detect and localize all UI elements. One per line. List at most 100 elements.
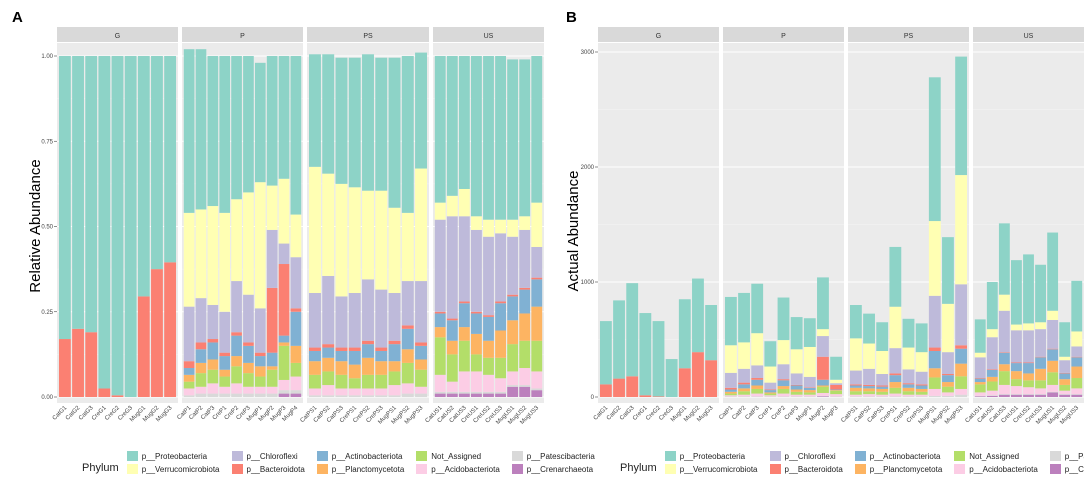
legend-item: p__Actinobacteriota	[854, 450, 943, 462]
legend-grid-b: p__Proteobacteria p__Chloroflexi p__Actino…	[664, 450, 1084, 475]
bar-segment-p-acidobacteriota	[507, 371, 519, 386]
bar-segment-p-bacteroidota	[876, 385, 889, 387]
x-tick-label: MugP3	[822, 405, 840, 423]
bar-segment-p-proteobacteria	[85, 56, 98, 333]
bar-segment-not-assigned	[278, 345, 290, 380]
bar-segment-p-acidobacteriota	[1023, 387, 1034, 395]
bar-segment-p-chloroflexi	[902, 369, 915, 384]
bar-segment-p-actinobacteriota	[519, 289, 531, 314]
bar-segment-p-patescibacteria	[483, 391, 494, 394]
facet-strip	[307, 27, 429, 42]
bar-segment-p-chloroflexi	[507, 236, 519, 295]
bar-segment-p-planctomycetota	[889, 382, 902, 388]
bar-segment-p-actinobacteriota	[942, 375, 954, 383]
bar-segment-p-planctomycetota	[348, 364, 361, 379]
bar-segment-p-acidobacteriota	[902, 394, 915, 397]
bar-segment-p-bacteroidota	[928, 347, 941, 351]
bar-segment-p-patescibacteria	[495, 391, 506, 394]
bar-segment-p-chloroflexi	[915, 371, 928, 385]
bar-segment-p-patescibacteria	[278, 390, 290, 394]
bar-segment-p-actinobacteriota	[507, 296, 519, 321]
bar-segment-p-bacteroidota	[692, 352, 704, 397]
bar-segment-p-planctomycetota	[817, 385, 829, 387]
facet-strip-label: US	[484, 33, 494, 40]
bar-segment-p-proteobacteria	[446, 56, 458, 196]
bar-segment-not-assigned	[1023, 380, 1034, 388]
bar-segment-p-proteobacteria	[817, 277, 829, 330]
bar-segment-p-planctomycetota	[1047, 360, 1059, 373]
y-axis-label: Relative Abundance	[27, 159, 44, 292]
bar-segment-p-planctomycetota	[266, 366, 278, 370]
facet-strip-label: PS	[363, 33, 373, 40]
legend-label: p__Bacteroidota	[246, 464, 305, 474]
bar-segment-p-proteobacteria	[626, 283, 639, 377]
bar-segment-p-planctomycetota	[195, 362, 207, 374]
bar-segment-p-acidobacteriota	[830, 394, 843, 397]
bar-segment-p-planctomycetota	[531, 306, 543, 341]
bar-segment-p-acidobacteriota	[955, 388, 968, 395]
bar-segment-p-bacteroidota	[278, 264, 290, 336]
bar-segment-p-verrucomicrobiota	[817, 329, 829, 337]
bar-segment-p-proteobacteria	[519, 59, 531, 217]
bar-segment-p-bacteroidota	[507, 294, 519, 297]
bar-segment-p-bacteroidota	[243, 342, 254, 346]
bar-segment-p-chloroflexi	[531, 246, 543, 278]
bar-segment-p-chloroflexi	[738, 368, 750, 383]
bar-segment-p-planctomycetota	[830, 390, 843, 391]
legend-label: p__Verrucomicrobiota	[141, 464, 220, 474]
bar-segment-p-planctomycetota	[738, 388, 750, 392]
bar-segment-p-chloroflexi	[243, 294, 254, 343]
bar-segment-p-bacteroidota	[626, 376, 639, 397]
legend-swatch	[954, 451, 966, 461]
facet-strip	[57, 27, 178, 42]
legend-item: p__Crenarchaeota	[511, 463, 595, 475]
bar-segment-p-chloroflexi	[308, 292, 321, 348]
bar-segment-p-verrucomicrobiota	[415, 168, 428, 282]
bar-segment-p-bacteroidota	[335, 347, 348, 351]
bar-segment-p-bacteroidota	[1023, 362, 1034, 364]
bar-segment-p-planctomycetota	[1059, 379, 1071, 385]
facet-g: GCatG1CatG2CatG3CreG1CreG2CreG3MugG1MugG…	[593, 27, 719, 423]
bar-segment-p-verrucomicrobiota	[915, 352, 928, 372]
bar-segment-p-proteobacteria	[777, 297, 790, 341]
bar-segment-p-proteobacteria	[164, 56, 177, 263]
bar-segment-p-patescibacteria	[388, 395, 401, 397]
bar-segment-p-proteobacteria	[613, 300, 625, 379]
panel-a: A Relative Abundance GCatG1CatG2CatG3CreG1…	[12, 9, 544, 426]
bar-segment-p-proteobacteria	[1011, 260, 1022, 325]
bar-segment-p-chloroflexi	[375, 289, 388, 348]
bar-segment-p-actinobacteriota	[375, 350, 388, 362]
bar-segment-p-acidobacteriota	[519, 368, 531, 386]
bar-segment-not-assigned	[751, 388, 764, 394]
y-tick-label: 0.25	[41, 310, 53, 316]
bar-segment-p-bacteroidota	[986, 369, 998, 370]
bar-segment-p-actinobacteriota	[1071, 357, 1083, 367]
bar-segment-p-crenarchaeota	[1035, 394, 1046, 397]
bar-segment-p-actinobacteriota	[974, 378, 986, 383]
facet-strip	[598, 27, 719, 42]
bar-segment-p-chloroflexi	[219, 311, 231, 353]
bar-segment-p-chloroflexi	[1023, 330, 1034, 363]
bar-segment-p-proteobacteria	[803, 318, 816, 347]
bar-segment-p-patescibacteria	[915, 396, 928, 397]
bar-segment-p-chloroflexi	[195, 298, 207, 343]
bar-segment-p-verrucomicrobiota	[876, 351, 889, 374]
bar-segment-p-actinobacteriota	[998, 352, 1010, 365]
bar-segment-p-chloroflexi	[495, 233, 506, 302]
bar-segment-p-acidobacteriota	[1071, 388, 1083, 395]
bar-segment-p-verrucomicrobiota	[231, 199, 242, 282]
bar-segment-p-verrucomicrobiota	[942, 303, 954, 353]
bar-segment-p-bacteroidota	[639, 395, 652, 397]
bar-segment-not-assigned	[219, 376, 231, 387]
bar-segment-p-proteobacteria	[375, 57, 388, 191]
bar-segment-p-acidobacteriota	[243, 386, 254, 394]
facet-strip-label: P	[240, 33, 245, 40]
bar-segment-p-acidobacteriota	[915, 394, 928, 397]
legend-grid-a: p__Proteobacteria p__Chloroflexi p__Actino…	[126, 450, 595, 475]
bar-segment-p-chloroflexi	[254, 308, 266, 353]
bar-segment-not-assigned	[507, 344, 519, 372]
bar-segment-p-bacteroidota	[863, 384, 875, 387]
bar-segment-p-proteobacteria	[531, 56, 543, 203]
bar-segment-p-acidobacteriota	[531, 371, 543, 389]
